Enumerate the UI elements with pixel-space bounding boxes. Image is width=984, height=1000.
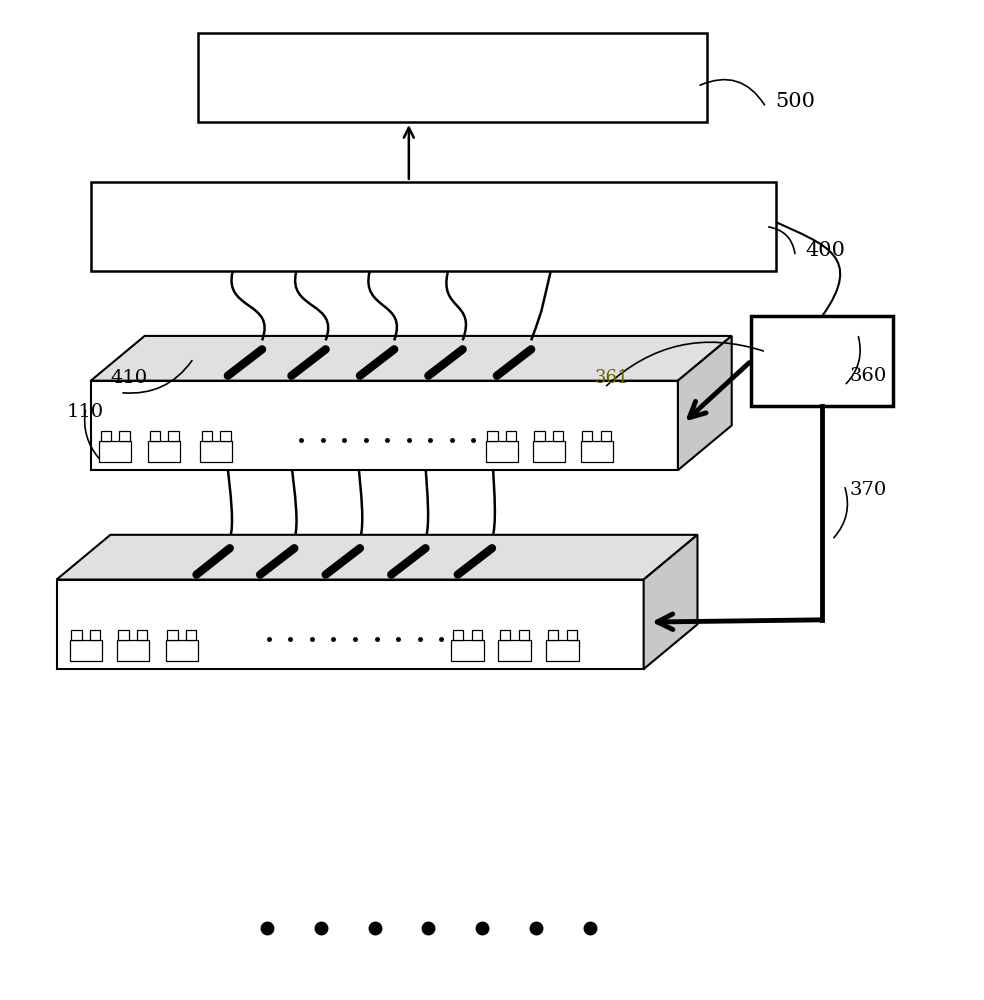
Bar [583, 431, 592, 441]
Bar [752, 316, 893, 406]
Bar [471, 630, 482, 640]
Bar [486, 441, 518, 462]
Polygon shape [678, 336, 732, 470]
Text: 500: 500 [775, 92, 816, 111]
Bar [100, 431, 111, 441]
Text: 361: 361 [594, 369, 629, 387]
Bar [70, 640, 102, 661]
Bar [186, 630, 197, 640]
Bar [150, 431, 160, 441]
Bar [148, 441, 180, 462]
Bar [220, 431, 230, 441]
Text: 370: 370 [849, 481, 887, 499]
Bar [119, 431, 130, 441]
Text: 360: 360 [849, 367, 887, 385]
Bar [601, 431, 611, 441]
Polygon shape [57, 580, 644, 669]
Bar [498, 640, 530, 661]
Bar [567, 630, 577, 640]
Bar [137, 630, 148, 640]
Polygon shape [57, 535, 698, 580]
Bar [91, 630, 100, 640]
Bar [506, 431, 517, 441]
Bar [199, 33, 707, 122]
Bar [72, 630, 82, 640]
Bar [532, 441, 565, 462]
Bar [165, 640, 198, 661]
Bar [553, 431, 563, 441]
Bar [519, 630, 529, 640]
Bar [581, 441, 613, 462]
Bar [118, 630, 129, 640]
Bar [500, 630, 511, 640]
Bar [534, 431, 544, 441]
Bar [202, 431, 212, 441]
Bar [167, 630, 178, 640]
Bar [99, 441, 132, 462]
Bar [91, 182, 775, 271]
Bar [487, 431, 498, 441]
Polygon shape [644, 535, 698, 669]
Polygon shape [91, 336, 732, 381]
Bar [117, 640, 149, 661]
Text: 400: 400 [805, 241, 845, 260]
Text: 110: 110 [66, 403, 103, 421]
Text: 410: 410 [110, 369, 148, 387]
Polygon shape [91, 381, 678, 470]
Bar [546, 640, 579, 661]
Bar [548, 630, 558, 640]
Bar [452, 640, 484, 661]
Bar [200, 441, 232, 462]
Bar [453, 630, 463, 640]
Bar [168, 431, 179, 441]
